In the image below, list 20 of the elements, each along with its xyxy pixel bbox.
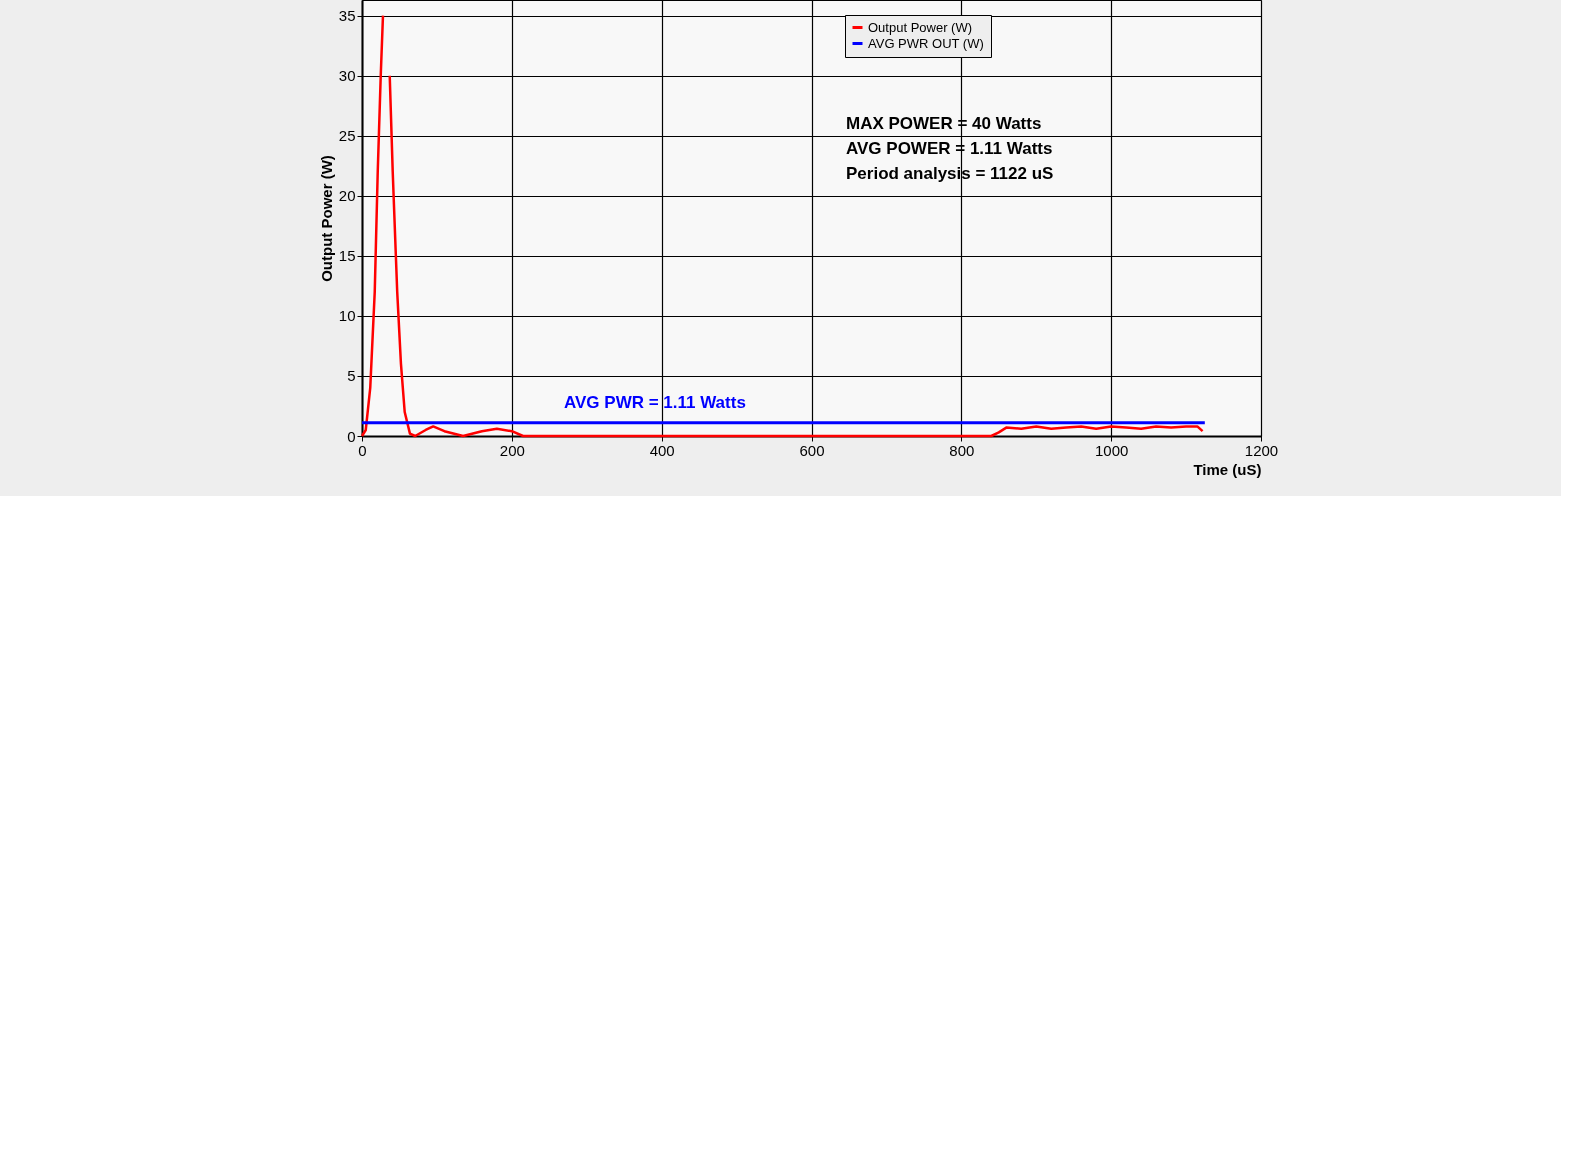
x-tick-label: 600 [799, 441, 825, 459]
x-tick-label: 200 [499, 441, 525, 459]
legend-label: Output Power (W) [868, 19, 973, 35]
y-tick-label: 20 [338, 187, 356, 205]
x-tick-label: 400 [649, 441, 675, 459]
y-tick-label: 30 [338, 67, 356, 85]
y-tick-label: 10 [338, 307, 356, 325]
x-tick-label: 1000 [1094, 441, 1129, 459]
y-tick-label: 25 [338, 127, 356, 145]
y-tick-label: 35 [338, 7, 356, 25]
x-tick-label: 1200 [1244, 441, 1279, 459]
x-tick-label: 0 [358, 441, 367, 459]
y-axis-title: Output Power (W) [317, 155, 335, 282]
y-tick-label: 5 [347, 367, 356, 385]
y-tick-label: 15 [338, 247, 356, 265]
y-tick-label: 0 [347, 427, 356, 445]
x-tick-label: 800 [949, 441, 975, 459]
legend-label: AVG PWR OUT (W) [868, 35, 984, 51]
x-axis-title: Time (uS) [1193, 460, 1262, 478]
annotation: AVG PWR = 1.11 Watts [563, 392, 746, 412]
